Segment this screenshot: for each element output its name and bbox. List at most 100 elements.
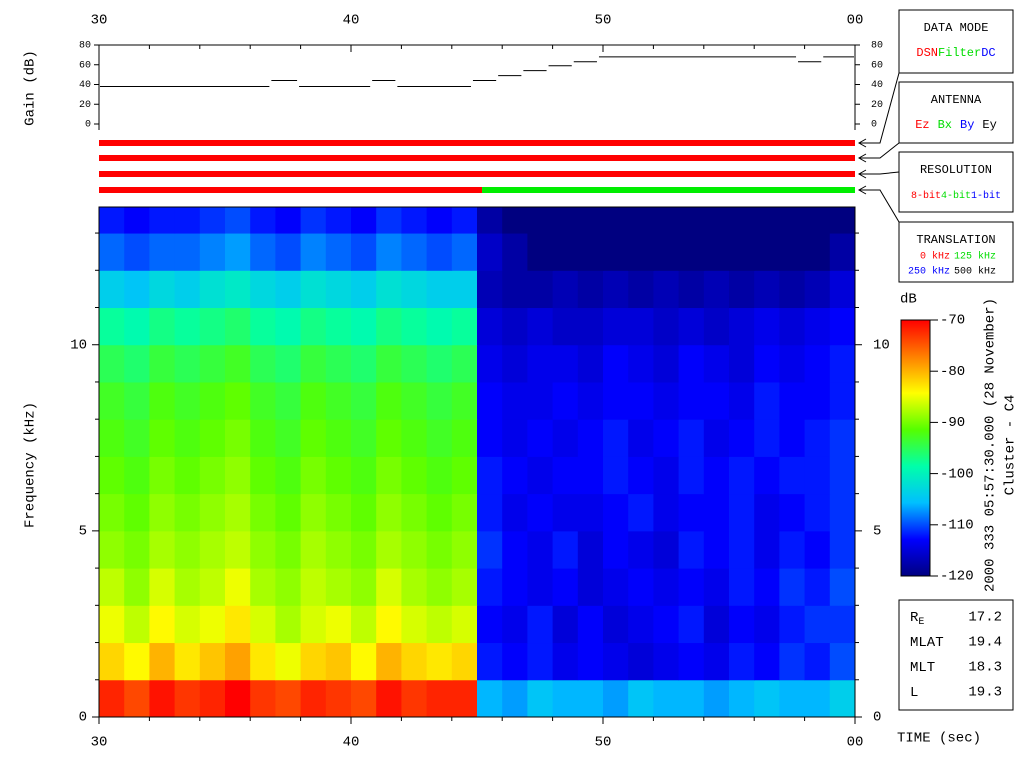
cell — [653, 270, 680, 309]
cell — [779, 381, 806, 420]
cell — [300, 642, 327, 681]
cell — [351, 493, 377, 532]
orbit-value: 19.4 — [968, 635, 1002, 651]
cell — [603, 568, 629, 606]
cell — [678, 679, 705, 718]
legend-options: DSNFilterDC — [916, 46, 995, 60]
cell — [351, 679, 377, 718]
cell — [250, 642, 276, 681]
cell — [376, 493, 402, 532]
cell — [275, 456, 302, 495]
cell — [502, 207, 528, 234]
cell — [628, 493, 654, 532]
cell — [703, 307, 730, 346]
cell — [225, 530, 251, 569]
legend-option: Bx — [938, 118, 952, 132]
cell — [124, 381, 150, 420]
cell — [300, 456, 327, 495]
cell — [804, 679, 831, 718]
x-tick-label: 50 — [595, 735, 612, 751]
y-tick-label: 40 — [79, 80, 91, 91]
cell — [477, 568, 503, 606]
x-tick-label: 00 — [847, 735, 864, 751]
cell — [804, 307, 831, 346]
legend-title: DATA MODE — [924, 21, 989, 35]
cell — [628, 530, 654, 569]
y-tick-label: 20 — [79, 100, 91, 111]
cell — [451, 270, 478, 309]
cell — [351, 307, 377, 346]
cell — [779, 207, 806, 234]
cell — [678, 642, 705, 681]
cell — [628, 381, 654, 420]
cell — [653, 233, 680, 271]
cell — [779, 307, 806, 346]
cell — [703, 344, 730, 383]
cell — [225, 605, 251, 644]
cell — [124, 207, 150, 234]
cell — [174, 456, 201, 495]
cell — [552, 642, 579, 681]
cell — [603, 642, 629, 681]
cell — [426, 233, 453, 271]
cell — [401, 307, 428, 346]
cell — [603, 307, 629, 346]
cell — [603, 679, 629, 718]
cell — [376, 207, 402, 234]
cell — [351, 605, 377, 644]
cell — [199, 307, 226, 346]
cell — [275, 344, 302, 383]
status-bar — [482, 187, 855, 193]
orbit-label: RE — [910, 610, 924, 628]
cell — [653, 307, 680, 346]
legend-box — [898, 9, 1014, 74]
cell — [250, 419, 276, 457]
cell — [577, 456, 604, 495]
cell — [275, 307, 302, 346]
cell — [149, 456, 176, 495]
cell — [174, 233, 201, 271]
cell — [325, 381, 352, 420]
cell — [376, 456, 402, 495]
cell — [451, 381, 478, 420]
legend-option: 250 kHz — [908, 266, 950, 278]
cell — [300, 233, 327, 271]
cell — [225, 642, 251, 681]
cell — [577, 493, 604, 532]
y-tick-label: 10 — [873, 337, 890, 353]
legend-option: 8-bit — [911, 190, 941, 202]
cell — [225, 456, 251, 495]
cell — [628, 679, 654, 718]
cell — [779, 642, 806, 681]
cell — [653, 605, 680, 644]
cell — [678, 270, 705, 309]
cell — [477, 679, 503, 718]
cell — [552, 679, 579, 718]
cell — [653, 456, 680, 495]
cell — [703, 568, 730, 606]
cell — [99, 344, 125, 383]
cell — [829, 207, 856, 234]
cell — [149, 605, 176, 644]
cell — [779, 456, 806, 495]
cell — [401, 207, 428, 234]
cell — [653, 344, 680, 383]
cell — [703, 381, 730, 420]
cell — [477, 419, 503, 457]
cell — [225, 493, 251, 532]
cell — [577, 530, 604, 569]
cell — [250, 233, 276, 271]
cell — [577, 207, 604, 234]
cell — [678, 344, 705, 383]
cell — [275, 207, 302, 234]
x-tick-label: 30 — [91, 735, 108, 751]
cell — [703, 270, 730, 309]
cell — [124, 568, 150, 606]
y-tick-label: 0 — [871, 120, 877, 131]
legend-options: Ez Bx By Ey — [915, 118, 997, 132]
connector — [859, 142, 900, 159]
cell — [225, 207, 251, 234]
cell — [401, 493, 428, 532]
cell — [754, 270, 780, 309]
cell — [149, 493, 176, 532]
